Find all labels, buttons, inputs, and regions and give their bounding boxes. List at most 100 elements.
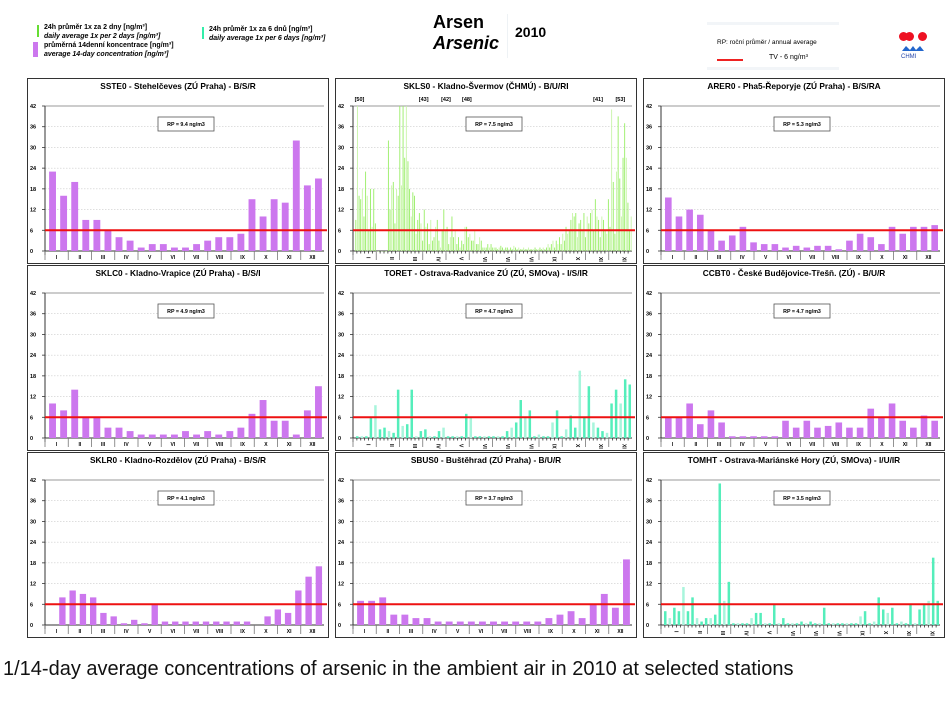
data-bar (586, 216, 588, 251)
data-bar (673, 607, 676, 625)
data-bar (126, 431, 134, 438)
month-label: XII (617, 629, 624, 635)
chart-panel: TOMHT - Ostrava-Mariánské Hory (ZÚ, SMOv… (643, 452, 945, 638)
data-bar (356, 436, 359, 438)
data-bar (695, 618, 699, 625)
data-bar (391, 185, 393, 251)
legend-swatch-purple (33, 42, 38, 57)
data-bar (422, 240, 424, 251)
rp-value: RP = 5.3 ng/m3 (783, 122, 821, 128)
data-bar (803, 420, 811, 438)
chmi-logo: CHMI (898, 32, 928, 64)
data-bar (120, 623, 128, 625)
data-bar (519, 249, 521, 251)
data-bar (448, 244, 450, 251)
data-bar (440, 247, 441, 251)
data-bar (428, 436, 432, 438)
data-bar (215, 237, 223, 251)
y-tick-label: 30 (646, 145, 652, 151)
data-bar (378, 429, 382, 438)
data-bar (383, 427, 386, 438)
data-bar (369, 417, 373, 438)
y-tick-label: 42 (646, 478, 652, 484)
data-bar (264, 616, 271, 625)
data-bar (484, 247, 485, 251)
data-bar (485, 247, 487, 251)
data-bar (931, 225, 938, 251)
data-bar (60, 195, 68, 251)
data-bar (315, 566, 323, 625)
month-label: X (574, 444, 580, 448)
month-label: V (148, 442, 152, 448)
data-bar (357, 600, 364, 625)
data-bar (601, 431, 604, 438)
data-bar (512, 621, 520, 625)
data-bar (846, 427, 853, 438)
data-bar (464, 226, 466, 251)
y-tick-label: 36 (338, 312, 344, 318)
overflow-label: [43] (419, 97, 429, 103)
data-bar (405, 424, 409, 438)
data-bar (814, 245, 821, 251)
data-bar (498, 247, 500, 251)
month-label: IV (740, 442, 745, 448)
data-bar (518, 247, 520, 251)
data-bar (895, 623, 899, 625)
data-bar (759, 612, 762, 625)
overflow-label: [53] (615, 97, 625, 103)
data-bar (554, 247, 556, 251)
data-bar (514, 422, 518, 438)
data-bar (551, 422, 554, 438)
month-label: X (882, 631, 888, 635)
data-bar (560, 244, 562, 251)
data-bar (487, 244, 489, 251)
data-bar (412, 192, 414, 251)
data-bar (399, 106, 401, 251)
y-tick-label: 36 (646, 125, 652, 131)
data-bar (573, 427, 577, 438)
data-bar (360, 436, 364, 438)
data-bar (437, 431, 441, 438)
data-bar (392, 432, 395, 438)
chart-title: SBUS0 - Buštěhrad (ZÚ Praha) - B/U/R (410, 455, 562, 465)
data-bar (792, 245, 800, 251)
y-tick-label: 0 (30, 249, 33, 255)
data-bar (668, 618, 672, 625)
data-bar (493, 247, 495, 251)
y-tick-label: 36 (646, 312, 652, 318)
data-bar (872, 621, 876, 625)
data-bar (471, 240, 472, 251)
data-bar (434, 621, 442, 625)
data-bar (386, 251, 388, 252)
month-label: II (694, 255, 697, 261)
data-bar (832, 623, 835, 625)
data-bar (508, 249, 510, 251)
rp-value: RP = 4.9 ng/m3 (167, 309, 205, 315)
data-bar (93, 417, 101, 438)
data-bar (619, 403, 622, 438)
legend-label-cz: průměrná 14denní koncentrace [ng/m³] (44, 42, 174, 49)
rp-box (157, 116, 215, 132)
rp-box (157, 303, 215, 319)
month-label: I (672, 255, 674, 261)
data-bar (552, 240, 554, 251)
y-tick-label: 6 (30, 602, 33, 608)
data-bar (170, 247, 178, 251)
data-bar (741, 623, 744, 625)
legend-daily-2days: 24h průměr 1x za 2 dny [ng/m³] daily ave… (37, 23, 160, 41)
data-bar (572, 213, 573, 251)
data-bar (487, 436, 491, 438)
data-bar (370, 188, 371, 251)
data-bar (573, 216, 575, 251)
data-bar (599, 237, 601, 251)
data-bar (596, 427, 600, 438)
data-bar (768, 623, 771, 625)
rp-value: RP = 4.7 ng/m3 (783, 309, 821, 315)
data-bar (466, 226, 468, 251)
month-label: VI (787, 255, 792, 261)
month-label: III (717, 255, 722, 261)
data-bar (387, 140, 389, 251)
